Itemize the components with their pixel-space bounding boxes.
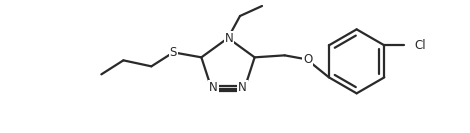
Text: O: O bbox=[303, 53, 312, 66]
Text: N: N bbox=[209, 81, 218, 94]
Text: Cl: Cl bbox=[415, 39, 426, 52]
Text: N: N bbox=[225, 32, 234, 45]
Text: S: S bbox=[170, 46, 177, 59]
Text: N: N bbox=[238, 81, 247, 94]
